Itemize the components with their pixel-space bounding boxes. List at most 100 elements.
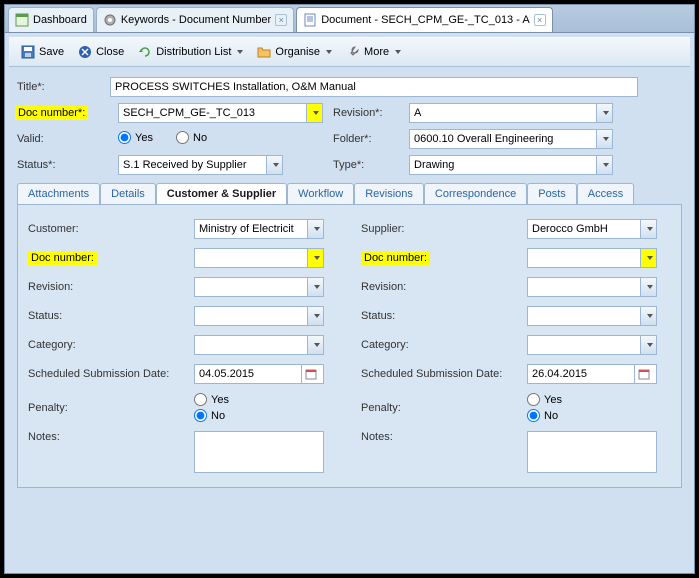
supp-status-select[interactable] — [527, 306, 657, 326]
close-button[interactable]: Close — [72, 42, 130, 62]
close-icon[interactable]: × — [275, 14, 287, 26]
tab-dashboard[interactable]: Dashboard — [8, 7, 94, 32]
top-tabbar: Dashboard Keywords - Document Number × D… — [5, 5, 694, 33]
button-label: More — [364, 46, 389, 58]
radio-label: No — [544, 410, 558, 422]
dropdown-trigger[interactable] — [640, 220, 656, 238]
supp-penalty-no[interactable]: No — [527, 409, 642, 422]
dropdown-trigger[interactable] — [640, 278, 656, 296]
dashboard-icon — [15, 13, 29, 27]
supp-docnum-select[interactable] — [527, 248, 657, 268]
cust-status-label: Status: — [28, 310, 188, 322]
dropdown-trigger[interactable] — [307, 249, 323, 267]
cust-docnum-label: Doc number: — [28, 251, 188, 265]
type-label: Type*: — [331, 159, 401, 171]
cust-category-label: Category: — [28, 339, 188, 351]
chevron-down-icon — [603, 111, 609, 115]
subtab-revisions[interactable]: Revisions — [354, 183, 424, 204]
chevron-down-icon — [603, 137, 609, 141]
supp-category-label: Category: — [361, 339, 521, 351]
docnumber-select[interactable]: SECH_CPM_GE-_TC_013 — [118, 103, 323, 123]
valid-radios: Yes No — [118, 131, 323, 147]
dropdown-trigger[interactable] — [306, 104, 322, 122]
subtab-access[interactable]: Access — [577, 183, 634, 204]
toolbar: Save Close Distribution List Organise Mo… — [9, 37, 690, 67]
select-value: Ministry of Electricit — [199, 223, 294, 235]
save-button[interactable]: Save — [15, 42, 70, 62]
dropdown-trigger[interactable] — [596, 104, 612, 122]
supp-status-label: Status: — [361, 310, 521, 322]
cust-notes-textarea[interactable] — [194, 431, 324, 473]
valid-yes-radio[interactable]: Yes — [118, 131, 153, 144]
supp-revision-label: Revision: — [361, 281, 521, 293]
folder-select[interactable]: 0600.10 Overall Engineering — [409, 129, 613, 149]
cust-penalty-no[interactable]: No — [194, 409, 309, 422]
supp-category-select[interactable] — [527, 335, 657, 355]
organise-button[interactable]: Organise — [251, 42, 338, 62]
date-field[interactable] — [528, 365, 634, 383]
dropdown-trigger[interactable] — [307, 220, 323, 238]
supp-revision-select[interactable] — [527, 277, 657, 297]
tab-keywords[interactable]: Keywords - Document Number × — [96, 7, 294, 32]
type-select[interactable]: Drawing — [409, 155, 613, 175]
radio-label: Yes — [211, 394, 229, 406]
button-label: Save — [39, 46, 64, 58]
tab-document[interactable]: Document - SECH_CPM_GE-_TC_013 - A × — [296, 7, 552, 32]
select-value: 0600.10 Overall Engineering — [414, 133, 553, 145]
more-button[interactable]: More — [340, 42, 407, 62]
close-icon[interactable]: × — [534, 14, 546, 26]
subtab-attachments[interactable]: Attachments — [17, 183, 100, 204]
supplier-select[interactable]: Derocco GmbH — [527, 219, 657, 239]
button-label: Organise — [275, 46, 320, 58]
cust-status-select[interactable] — [194, 306, 324, 326]
subtab-customer-supplier[interactable]: Customer & Supplier — [156, 183, 287, 204]
supplier-label: Supplier: — [361, 223, 521, 235]
select-value: SECH_CPM_GE-_TC_013 — [123, 107, 255, 119]
subtab-posts[interactable]: Posts — [527, 183, 577, 204]
chevron-down-icon — [647, 256, 653, 260]
status-label: Status*: — [15, 159, 110, 171]
supp-notes-textarea[interactable] — [527, 431, 657, 473]
subtab-correspondence[interactable]: Correspondence — [424, 183, 527, 204]
gear-icon — [103, 13, 117, 27]
dropdown-trigger[interactable] — [640, 249, 656, 267]
dropdown-trigger[interactable] — [307, 336, 323, 354]
distribution-button[interactable]: Distribution List — [132, 42, 249, 62]
revision-select[interactable]: A — [409, 103, 613, 123]
customer-select[interactable]: Ministry of Electricit — [194, 219, 324, 239]
cust-category-select[interactable] — [194, 335, 324, 355]
dropdown-trigger[interactable] — [596, 156, 612, 174]
valid-no-radio[interactable]: No — [176, 131, 207, 144]
subtab-workflow[interactable]: Workflow — [287, 183, 354, 204]
button-label: Close — [96, 46, 124, 58]
cust-date-input[interactable] — [194, 364, 324, 384]
cust-penalty-label: Penalty: — [28, 402, 188, 414]
cust-penalty-yes[interactable]: Yes — [194, 393, 309, 406]
subtab-details[interactable]: Details — [100, 183, 156, 204]
dropdown-trigger[interactable] — [640, 307, 656, 325]
title-input[interactable] — [110, 77, 638, 97]
supp-date-input[interactable] — [527, 364, 657, 384]
app-frame: Dashboard Keywords - Document Number × D… — [4, 4, 695, 574]
dropdown-trigger[interactable] — [596, 130, 612, 148]
cust-docnum-select[interactable] — [194, 248, 324, 268]
supp-penalty-yes[interactable]: Yes — [527, 393, 642, 406]
tab-label: Document - SECH_CPM_GE-_TC_013 - A — [321, 14, 529, 26]
dropdown-trigger[interactable] — [307, 278, 323, 296]
date-field[interactable] — [195, 365, 301, 383]
dropdown-trigger[interactable] — [307, 307, 323, 325]
cust-revision-select[interactable] — [194, 277, 324, 297]
dropdown-trigger[interactable] — [640, 336, 656, 354]
chevron-down-icon — [314, 227, 320, 231]
status-select[interactable]: S.1 Received by Supplier — [118, 155, 283, 175]
chevron-down-icon — [647, 343, 653, 347]
customer-label: Customer: — [28, 223, 188, 235]
subtabs: Attachments Details Customer & Supplier … — [17, 183, 684, 204]
select-value: A — [414, 107, 421, 119]
dropdown-trigger[interactable] — [266, 156, 282, 174]
calendar-icon[interactable] — [301, 365, 319, 383]
select-value: S.1 Received by Supplier — [123, 159, 247, 171]
chevron-down-icon — [603, 163, 609, 167]
calendar-icon[interactable] — [634, 365, 652, 383]
folder-icon — [257, 45, 271, 59]
